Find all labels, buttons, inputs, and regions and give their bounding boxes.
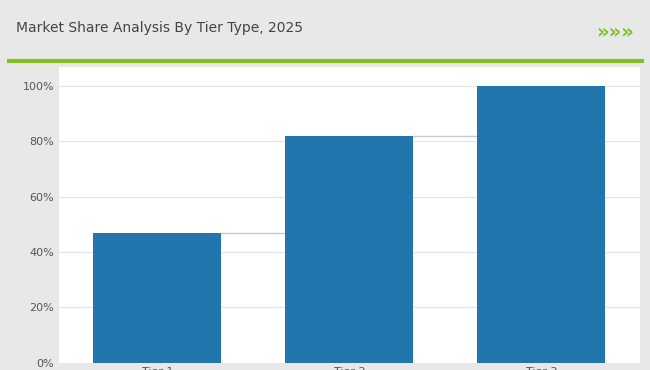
Text: Market Share Analysis By Tier Type, 2025: Market Share Analysis By Tier Type, 2025 (16, 21, 303, 35)
Bar (285, 136, 413, 363)
Bar (94, 233, 222, 363)
Text: »»»: »»» (596, 23, 634, 41)
Bar (477, 86, 605, 363)
